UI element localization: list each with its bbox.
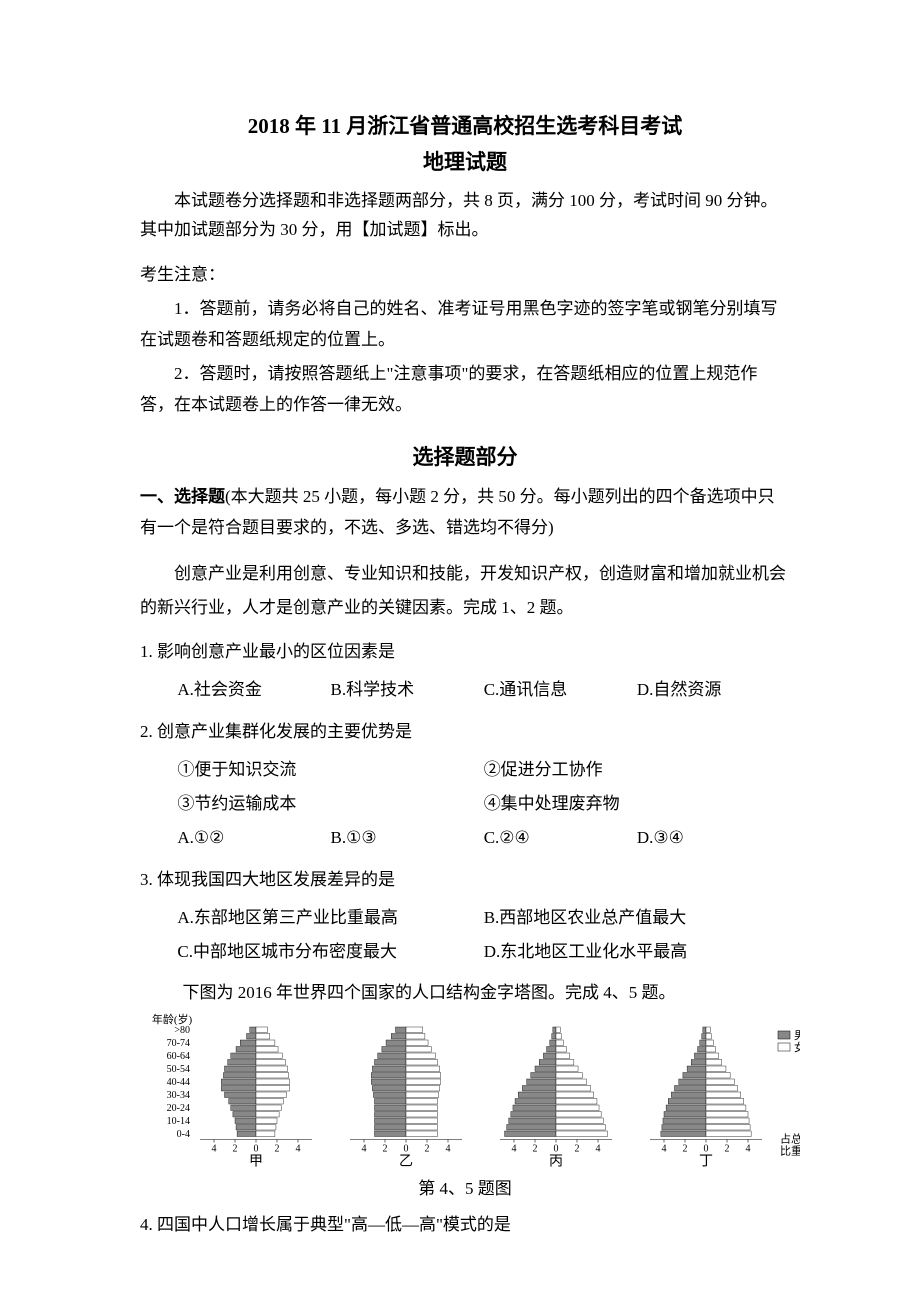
q2-stem: 2. 创意产业集群化发展的主要优势是 bbox=[140, 715, 790, 749]
mc-heading: 一、选择题(本大题共 25 小题，每小题 2 分，共 50 分。每小题列出的四个… bbox=[140, 482, 790, 543]
q3-opt-b: B.西部地区农业总产值最大 bbox=[484, 901, 790, 935]
svg-text:丙: 丙 bbox=[549, 1154, 563, 1169]
svg-text:女: 女 bbox=[794, 1040, 800, 1054]
q1-opt-d: D.自然资源 bbox=[637, 673, 790, 707]
q3-opt-c: C.中部地区城市分布密度最大 bbox=[177, 935, 483, 969]
mc-heading-rest: (本大题共 25 小题，每小题 2 分，共 50 分。每小题列出的四个备选项中只… bbox=[140, 487, 775, 537]
svg-text:2: 2 bbox=[233, 1143, 238, 1154]
question-2: 2. 创意产业集群化发展的主要优势是 ①便于知识交流 ②促进分工协作 ③节约运输… bbox=[140, 715, 790, 855]
svg-text:占总人口: 占总人口 bbox=[780, 1131, 800, 1145]
mc-section-title: 选择题部分 bbox=[140, 441, 790, 475]
question-4: 4. 四国中人口增长属于典型"高—低—高"模式的是 bbox=[140, 1208, 790, 1242]
svg-text:0-4: 0-4 bbox=[177, 1128, 190, 1139]
q3-stem: 3. 体现我国四大地区发展差异的是 bbox=[140, 863, 790, 897]
instruction-1: 1．答题前，请务必将自己的姓名、准考证号用黑色字迹的签字笔或钢笔分别填写在试题卷… bbox=[140, 294, 790, 355]
svg-text:0: 0 bbox=[704, 1143, 709, 1154]
svg-text:0: 0 bbox=[254, 1143, 259, 1154]
svg-text:丁: 丁 bbox=[699, 1154, 713, 1169]
svg-text:男: 男 bbox=[794, 1030, 800, 1042]
svg-text:4: 4 bbox=[512, 1143, 517, 1154]
svg-text:甲: 甲 bbox=[249, 1154, 263, 1169]
pyramid-figure: 年龄(岁)>8070-7460-6450-5440-4430-3420-2410… bbox=[140, 1013, 790, 1202]
q3-opt-a: A.东部地区第三产业比重最高 bbox=[177, 901, 483, 935]
svg-text:20-24: 20-24 bbox=[167, 1102, 190, 1113]
svg-text:2: 2 bbox=[425, 1143, 430, 1154]
q4-stem: 4. 四国中人口增长属于典型"高—低—高"模式的是 bbox=[140, 1208, 790, 1242]
q3-opt-d: D.东北地区工业化水平最高 bbox=[484, 935, 790, 969]
q1-opt-a: A.社会资金 bbox=[177, 673, 330, 707]
q2-sub-2: ②促进分工协作 bbox=[484, 753, 790, 787]
mc-heading-prefix: 一、选择题 bbox=[140, 487, 225, 506]
instruction-2: 2．答题时，请按照答题纸上"注意事项"的要求，在答题纸相应的位置上规范作答，在本… bbox=[140, 359, 790, 420]
q1-opt-c: C.通讯信息 bbox=[484, 673, 637, 707]
passage-1: 创意产业是利用创意、专业知识和技能，开发知识产权，创造财富和增加就业机会的新兴行… bbox=[140, 557, 790, 625]
svg-text:2: 2 bbox=[275, 1143, 280, 1154]
svg-text:4: 4 bbox=[296, 1143, 301, 1154]
svg-text:4: 4 bbox=[596, 1143, 601, 1154]
notice-label: 考生注意： bbox=[140, 261, 790, 288]
exam-subtitle: 地理试题 bbox=[140, 146, 790, 180]
svg-text:乙: 乙 bbox=[399, 1153, 413, 1169]
q1-opt-b: B.科学技术 bbox=[331, 673, 484, 707]
svg-text:40-44: 40-44 bbox=[167, 1076, 190, 1087]
q2-opt-d: D.③④ bbox=[637, 821, 790, 855]
svg-text:4: 4 bbox=[746, 1143, 751, 1154]
svg-text:70-74: 70-74 bbox=[167, 1037, 190, 1048]
svg-text:2: 2 bbox=[383, 1143, 388, 1154]
question-3: 3. 体现我国四大地区发展差异的是 A.东部地区第三产业比重最高 B.西部地区农… bbox=[140, 863, 790, 969]
passage-2: 下图为 2016 年世界四个国家的人口结构金字塔图。完成 4、5 题。 bbox=[140, 979, 790, 1006]
exam-title: 2018 年 11 月浙江省普通高校招生选考科目考试 bbox=[140, 110, 790, 144]
svg-text:0: 0 bbox=[404, 1143, 409, 1154]
svg-text:60-64: 60-64 bbox=[167, 1050, 190, 1061]
svg-text:50-54: 50-54 bbox=[167, 1063, 190, 1074]
q2-opt-c: C.②④ bbox=[484, 821, 637, 855]
svg-text:30-34: 30-34 bbox=[167, 1089, 190, 1100]
svg-text:>80: >80 bbox=[174, 1024, 190, 1035]
svg-text:4: 4 bbox=[662, 1143, 667, 1154]
svg-text:2: 2 bbox=[683, 1143, 688, 1154]
q2-sub-1: ①便于知识交流 bbox=[177, 753, 483, 787]
svg-text:4: 4 bbox=[446, 1143, 451, 1154]
svg-text:2: 2 bbox=[725, 1143, 730, 1154]
q2-sub-4: ④集中处理废弃物 bbox=[484, 787, 790, 821]
q2-opt-a: A.①② bbox=[177, 821, 330, 855]
svg-text:2: 2 bbox=[575, 1143, 580, 1154]
pyramid-svg: 年龄(岁)>8070-7460-6450-5440-4430-3420-2410… bbox=[140, 1013, 800, 1173]
svg-text:4: 4 bbox=[362, 1143, 367, 1154]
svg-text:0: 0 bbox=[554, 1143, 559, 1154]
svg-text:4: 4 bbox=[212, 1143, 217, 1154]
figure-caption: 第 4、5 题图 bbox=[140, 1175, 790, 1202]
question-1: 1. 影响创意产业最小的区位因素是 A.社会资金 B.科学技术 C.通讯信息 D… bbox=[140, 635, 790, 707]
q2-sub-3: ③节约运输成本 bbox=[177, 787, 483, 821]
svg-text:2: 2 bbox=[533, 1143, 538, 1154]
q1-stem: 1. 影响创意产业最小的区位因素是 bbox=[140, 635, 790, 669]
svg-text:10-14: 10-14 bbox=[167, 1115, 190, 1126]
svg-text:比重(%): 比重(%) bbox=[780, 1143, 800, 1157]
exam-intro: 本试题卷分选择题和非选择题两部分，共 8 页，满分 100 分，考试时间 90 … bbox=[140, 187, 790, 245]
q2-opt-b: B.①③ bbox=[331, 821, 484, 855]
